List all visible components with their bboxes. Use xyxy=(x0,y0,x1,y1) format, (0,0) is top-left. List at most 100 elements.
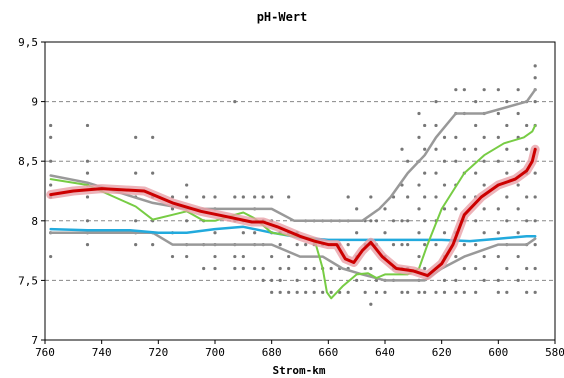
scatter-point xyxy=(400,147,404,151)
scatter-point xyxy=(423,147,427,151)
x-tick-label: 600 xyxy=(488,346,508,359)
scatter-point xyxy=(496,207,500,211)
scatter-point xyxy=(287,290,291,294)
scatter-point xyxy=(417,254,421,259)
x-tick-label: 620 xyxy=(432,346,452,359)
scatter-point xyxy=(462,147,466,151)
axes xyxy=(44,41,556,341)
y-tick-label: 8,5 xyxy=(18,155,38,168)
scatter-point xyxy=(134,243,138,247)
scatter-point xyxy=(329,290,333,294)
scatter-point xyxy=(482,135,486,139)
scatter-point xyxy=(213,266,217,271)
scatter-point xyxy=(241,254,245,259)
scatter-point xyxy=(383,231,387,235)
scatter-point xyxy=(533,76,537,80)
scatter-point xyxy=(304,290,308,294)
scatter-point xyxy=(295,243,299,247)
scatter-point xyxy=(442,278,447,282)
scatter-point xyxy=(374,290,379,294)
scatter-point xyxy=(533,219,537,223)
scatter-point xyxy=(253,195,257,199)
scatter-point xyxy=(434,147,438,151)
scatter-point xyxy=(474,290,478,294)
scatter-point xyxy=(185,195,189,199)
scatter-point xyxy=(49,135,53,139)
scatter-point xyxy=(482,183,486,187)
scatter-point xyxy=(474,266,478,271)
scatter-point xyxy=(423,219,427,223)
scatter-point xyxy=(261,195,265,199)
scatter-point xyxy=(233,195,237,199)
scatter-point xyxy=(434,195,438,199)
series-lines xyxy=(46,88,540,300)
y-tick-labels: 7 7,5 8 8,5 9 9,5 xyxy=(18,36,45,347)
scatter-point xyxy=(391,219,396,223)
scatter-point xyxy=(85,195,90,199)
scatter-point xyxy=(253,231,257,235)
scatter-point xyxy=(406,159,410,163)
scatter-point xyxy=(406,290,410,294)
scatter-point xyxy=(406,243,410,247)
scatter-point xyxy=(423,123,427,128)
scatter-point xyxy=(369,195,373,199)
scatter-point xyxy=(482,278,486,282)
scatter-point xyxy=(400,243,404,247)
scatter-point xyxy=(270,254,274,259)
scatter-point xyxy=(525,195,529,199)
scatter-point xyxy=(482,254,486,259)
scatter-point xyxy=(321,290,325,294)
scatter-point xyxy=(278,278,282,282)
scatter-point xyxy=(383,207,387,211)
y-tick-label: 7,5 xyxy=(18,274,38,287)
scatter-point xyxy=(516,88,520,92)
scatter-point xyxy=(454,254,458,259)
scatter-point xyxy=(363,290,367,294)
scatter-point xyxy=(533,100,537,104)
scatter-point xyxy=(423,195,427,199)
scatter-point xyxy=(516,183,520,187)
x-tick-label: 720 xyxy=(148,346,168,359)
scatter-point xyxy=(233,266,237,271)
scatter-point xyxy=(482,207,486,211)
scatter-point xyxy=(423,290,427,294)
scatter-point xyxy=(185,254,189,259)
plot-frame xyxy=(44,41,556,341)
scatter-point xyxy=(287,195,291,199)
scatter-point xyxy=(233,100,237,104)
scatter-point xyxy=(312,290,316,294)
scatter-point xyxy=(417,231,421,235)
scatter-point xyxy=(462,266,466,271)
scatter-point xyxy=(355,231,359,235)
scatter-point xyxy=(355,207,359,211)
scatter-point xyxy=(442,135,447,139)
scatter-point xyxy=(369,219,373,223)
scatter-point xyxy=(400,290,404,294)
scatter-point xyxy=(482,231,486,235)
scatter-point xyxy=(151,135,155,139)
scatter-point xyxy=(400,219,404,223)
scatter-point xyxy=(213,231,217,235)
scatter-point xyxy=(442,183,447,187)
x-tick-label: 580 xyxy=(545,346,564,359)
y-tick-label: 7 xyxy=(31,334,38,347)
scatter-point xyxy=(261,266,265,271)
scatter-point xyxy=(442,159,447,163)
scatter-point xyxy=(454,278,458,282)
scatter-point xyxy=(134,171,138,175)
scatter-point xyxy=(505,219,509,223)
scatter-point xyxy=(454,135,458,139)
scatter-point xyxy=(406,195,410,199)
scatter-point xyxy=(525,147,529,151)
scatter-point xyxy=(417,183,421,187)
x-tick-label: 740 xyxy=(92,346,112,359)
scatter-point xyxy=(270,278,274,282)
scatter-point xyxy=(151,243,155,247)
scatter-point xyxy=(442,231,447,235)
scatter-point xyxy=(278,266,282,271)
x-tick-label: 660 xyxy=(318,346,338,359)
scatter-point xyxy=(454,159,458,163)
scatter-point xyxy=(312,278,316,282)
scatter-point xyxy=(525,123,529,128)
